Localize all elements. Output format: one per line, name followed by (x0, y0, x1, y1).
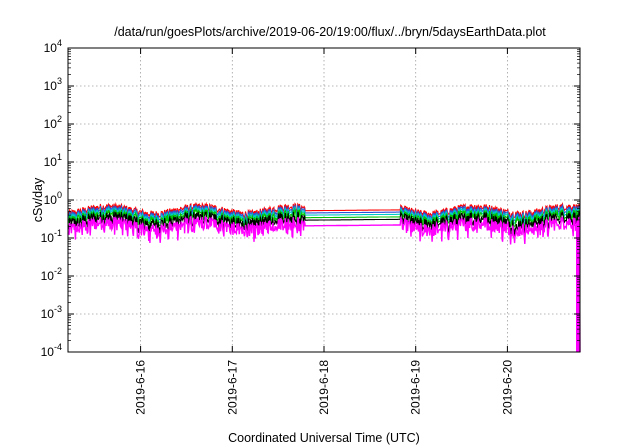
x-tick-label: 2019-6-19 (409, 360, 423, 415)
series-line (67, 203, 581, 223)
x-axis-label: Coordinated Universal Time (UTC) (228, 431, 420, 445)
y-tick-label: 103 (44, 76, 62, 93)
y-tick-label: 10-2 (41, 266, 62, 283)
series-line (67, 215, 581, 353)
series-line (67, 207, 581, 230)
x-tick-label: 2019-6-18 (317, 360, 331, 415)
chart-title: /data/run/goesPlots/archive/2019-06-20/1… (114, 25, 546, 39)
y-tick-label: 10-3 (41, 304, 62, 321)
y-tick-label: 101 (44, 152, 62, 169)
plot-series (67, 201, 581, 353)
series-line (67, 205, 581, 226)
y-tick-label: 10-4 (41, 342, 62, 359)
x-axis-ticks: 2019-6-16 2019-6-17 2019-6-18 2019-6-19 2019… (134, 48, 514, 415)
grid (68, 48, 580, 352)
x-tick-label: 2019-6-17 (225, 360, 239, 415)
y-tick-label: 100 (44, 190, 62, 207)
y-tick-label: 10-1 (41, 228, 62, 245)
y-axis-label: cSv/day (31, 177, 45, 222)
series-line (67, 201, 581, 220)
y-tick-label: 104 (44, 38, 62, 55)
x-tick-label: 2019-6-20 (500, 360, 514, 415)
y-tick-label: 102 (44, 114, 62, 131)
y-axis-ticks: 104 103 102 101 100 10-1 10-2 10-3 10-4 (41, 38, 580, 359)
x-tick-label: 2019-6-16 (134, 360, 148, 415)
